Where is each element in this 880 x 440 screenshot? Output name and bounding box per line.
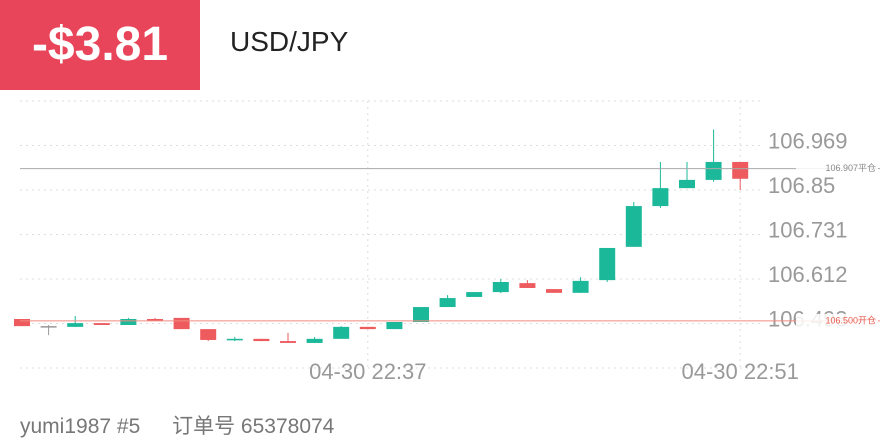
y-tick-label: 106.612 (768, 262, 848, 287)
reference-label: 106.907平仓 (825, 162, 876, 173)
candle-body (120, 319, 137, 325)
candle-body (732, 161, 749, 179)
symbol: USD/JPY (230, 26, 349, 57)
candle-body (14, 319, 30, 327)
candle-body (625, 206, 642, 247)
candle-body (386, 322, 403, 330)
x-tick-label: 04-30 22:37 (309, 359, 426, 384)
candle-body (519, 283, 536, 288)
x-tick-label: 04-30 22:51 (681, 359, 798, 384)
reference-label-bg (796, 313, 878, 328)
candle-body (93, 323, 110, 325)
candle-body (599, 247, 616, 281)
candle-body (359, 326, 376, 330)
candle-body (705, 161, 722, 180)
candle-body (492, 281, 509, 293)
candle-body (413, 307, 429, 323)
candle-body (67, 323, 84, 327)
candle-body (546, 289, 562, 293)
candle-body (173, 317, 190, 330)
candle-body (306, 338, 323, 343)
footer: yumi1987 #5 订单号 65378074 (20, 410, 334, 440)
candle-body (439, 298, 456, 308)
candle-body (572, 280, 589, 293)
reference-label-bg (796, 161, 878, 176)
candle-body (226, 338, 243, 341)
candle-body (147, 319, 163, 321)
candle-body (679, 179, 695, 189)
candle-body (200, 329, 217, 340)
user: yumi1987 #5 (20, 415, 141, 438)
candle-body (280, 341, 296, 343)
header: -$3.81 USD/JPY (0, 0, 880, 90)
candle-body (466, 292, 483, 297)
order-number: 订单号 65378074 (172, 415, 335, 438)
pnl-badge: -$3.81 (0, 0, 200, 90)
candle-body (652, 188, 669, 207)
reference-label: 106.500开仓 (825, 314, 876, 325)
candle-body (40, 326, 57, 328)
chart: 106.493106.612106.731106.85106.96904-30 … (14, 100, 880, 384)
y-tick-label: 106.969 (768, 128, 848, 153)
candle-body (333, 326, 350, 339)
y-tick-label: 106.731 (768, 217, 848, 242)
candle-body (253, 338, 270, 342)
y-tick-label: 106.85 (768, 173, 835, 198)
